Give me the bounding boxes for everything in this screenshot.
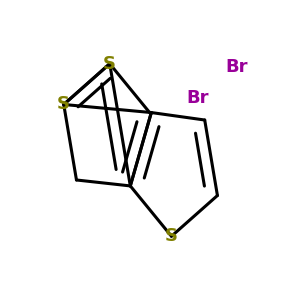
Text: S: S (57, 95, 70, 113)
Text: S: S (103, 55, 116, 73)
Text: Br: Br (225, 58, 248, 76)
Text: Br: Br (187, 88, 209, 106)
Text: S: S (165, 227, 178, 245)
